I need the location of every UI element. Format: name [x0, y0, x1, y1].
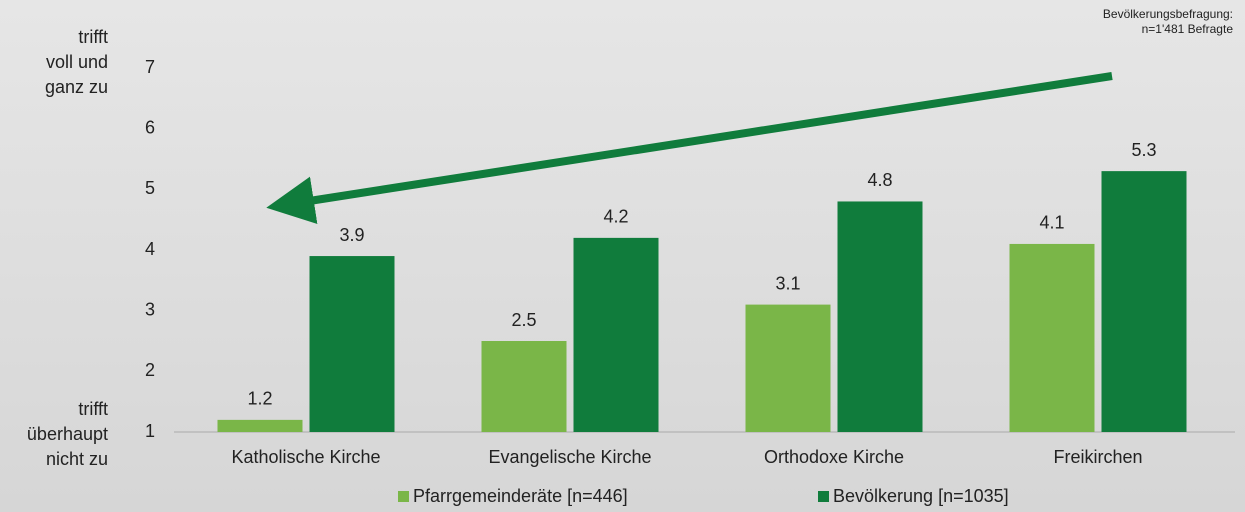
y-tick-label: 1 [145, 421, 155, 441]
bar [481, 341, 567, 432]
y-axis-label: ganz zu [45, 77, 108, 97]
value-label: 5.3 [1131, 140, 1156, 160]
trend-arrow [266, 72, 1113, 225]
x-tick-label: Evangelische Kirche [488, 447, 651, 467]
value-label: 2.5 [511, 310, 536, 330]
x-tick-label: Katholische Kirche [231, 447, 380, 467]
value-label: 4.2 [603, 207, 628, 227]
y-tick-label: 4 [145, 239, 155, 259]
y-tick-label: 2 [145, 360, 155, 380]
legend-swatch [398, 491, 409, 502]
y-axis-label: überhaupt [27, 424, 108, 444]
bar [745, 304, 831, 432]
bar [573, 237, 659, 432]
value-label: 3.9 [339, 225, 364, 245]
y-axis-label: trifft [78, 27, 108, 47]
x-tick-label: Orthodoxe Kirche [764, 447, 904, 467]
y-axis-label: trifft [78, 399, 108, 419]
value-label: 4.1 [1039, 213, 1064, 233]
y-tick-label: 7 [145, 57, 155, 77]
y-tick-label: 5 [145, 178, 155, 198]
legend-swatch [818, 491, 829, 502]
legend-label: Pfarrgemeinderäte [n=446] [413, 486, 628, 506]
legend-label: Bevölkerung [n=1035] [833, 486, 1009, 506]
bar [1009, 243, 1095, 432]
bar [217, 419, 303, 432]
bar [837, 201, 923, 432]
bar [1101, 171, 1187, 432]
annotation: n=1'481 Befragte [1142, 22, 1234, 36]
annotation: Bevölkerungsbefragung: [1103, 7, 1233, 21]
x-tick-label: Freikirchen [1053, 447, 1142, 467]
y-axis-label: nicht zu [46, 449, 108, 469]
value-label: 3.1 [775, 273, 800, 293]
value-label: 1.2 [247, 389, 272, 409]
y-tick-label: 6 [145, 117, 155, 137]
bar [309, 256, 395, 432]
y-axis-label: voll und [46, 52, 108, 72]
value-label: 4.8 [867, 170, 892, 190]
y-tick-label: 3 [145, 299, 155, 319]
